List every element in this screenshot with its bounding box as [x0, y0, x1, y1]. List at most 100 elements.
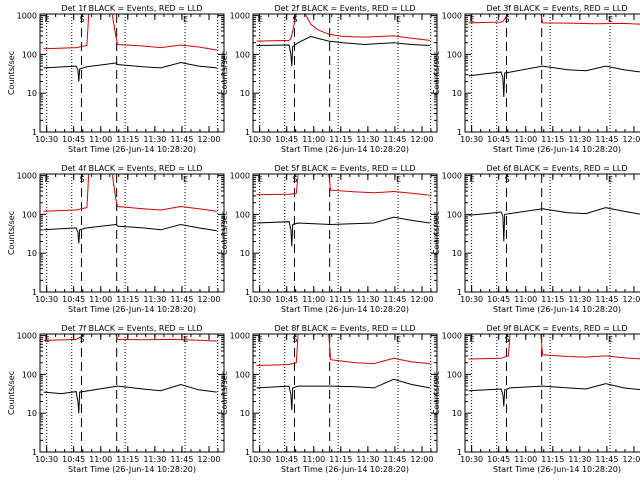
series-group — [468, 207, 640, 242]
marker-label: E — [183, 175, 188, 184]
x-tick-label: 10:45 — [275, 295, 298, 304]
y-tick-label: 1000 — [230, 12, 250, 21]
x-axis-label: Start Time (26-Jun-14 10:28:20) — [68, 145, 196, 154]
lld-series-line — [43, 14, 217, 51]
y-tick-label: 1000 — [17, 12, 37, 21]
y-tick-label: 10 — [452, 409, 462, 418]
x-tick-label: 12:00 — [410, 135, 433, 144]
x-tick-label: 10:30 — [460, 455, 483, 464]
x-tick-label: 12:00 — [197, 295, 220, 304]
series-group — [256, 174, 430, 247]
y-axis-label: Counts/sec — [7, 211, 16, 255]
panel-title: Det 7f BLACK = Events, RED = LLD — [61, 324, 202, 333]
y-tick-label: 100 — [447, 50, 462, 59]
panel-det-1: Det 1f BLACK = Events, RED = LLD E S E 1 10 10… — [7, 4, 225, 154]
y-tick-label: 1 — [457, 288, 462, 297]
x-tick-label: 10:30 — [35, 295, 58, 304]
marker-label: E — [396, 15, 401, 24]
marker-label: S — [292, 175, 297, 184]
marker-label: E — [45, 335, 50, 344]
x-axis-label: Start Time (26-Jun-14 10:28:20) — [281, 305, 409, 314]
x-axis-label: Start Time (26-Jun-14 10:28:20) — [493, 145, 621, 154]
marker-label: E — [608, 335, 613, 344]
x-tick-label: 11:45 — [595, 295, 618, 304]
series-group — [43, 174, 217, 244]
marker-label: S — [79, 335, 84, 344]
y-axis-label: Counts/sec — [220, 211, 229, 255]
y-tick-label: 100 — [447, 210, 462, 219]
y-tick-label: 100 — [22, 210, 37, 219]
events-series-line — [43, 61, 217, 82]
events-series-line — [468, 207, 640, 242]
y-axis-label: Counts/sec — [432, 51, 441, 95]
marker-label: E — [258, 15, 263, 24]
x-tick-label: 11:00 — [89, 455, 112, 464]
x-tick-label: 11:15 — [329, 455, 352, 464]
x-tick-label: 11:45 — [170, 455, 193, 464]
marker-label: S — [79, 175, 84, 184]
x-tick-label: 11:30 — [143, 295, 166, 304]
y-tick-label: 1 — [32, 288, 37, 297]
x-tick-label: 12:00 — [197, 455, 220, 464]
events-series-line — [43, 223, 217, 244]
y-tick-label: 100 — [235, 50, 250, 59]
x-tick-label: 10:45 — [275, 455, 298, 464]
plot-frame — [252, 13, 438, 133]
x-tick-label: 11:15 — [329, 295, 352, 304]
panel-det-6: Det 6f BLACK = Events, RED = LLD E S E 1 10 10… — [432, 164, 640, 314]
y-tick-label: 10 — [452, 249, 462, 258]
lld-series-line — [468, 14, 640, 25]
x-tick-label: 10:30 — [248, 135, 271, 144]
x-tick-label: 10:45 — [62, 135, 85, 144]
x-tick-label: 11:00 — [302, 135, 325, 144]
plot-frame — [39, 333, 225, 453]
x-tick-label: 11:45 — [595, 135, 618, 144]
x-tick-label: 11:00 — [89, 295, 112, 304]
plot-frame — [464, 333, 640, 453]
x-tick-label: 11:15 — [541, 455, 564, 464]
x-tick-label: 11:45 — [595, 455, 618, 464]
panel-title: Det 9f BLACK = Events, RED = LLD — [486, 324, 627, 333]
x-tick-label: 12:00 — [622, 455, 640, 464]
x-tick-label: 10:45 — [487, 295, 510, 304]
plot-frame — [39, 13, 225, 133]
events-series-line — [43, 383, 217, 414]
y-tick-label: 1 — [32, 128, 37, 137]
marker-label: S — [504, 175, 509, 184]
x-tick-label: 12:00 — [622, 295, 640, 304]
marker-label: S — [504, 15, 509, 24]
x-tick-label: 11:30 — [568, 295, 591, 304]
x-axis-label: Start Time (26-Jun-14 10:28:20) — [281, 465, 409, 474]
x-tick-label: 11:30 — [568, 455, 591, 464]
x-tick-label: 10:30 — [460, 135, 483, 144]
y-tick-label: 1000 — [442, 332, 462, 341]
x-tick-label: 11:30 — [143, 135, 166, 144]
x-tick-label: 11:00 — [514, 135, 537, 144]
lld-series-line — [256, 334, 430, 366]
y-tick-label: 1000 — [442, 172, 462, 181]
lld-series-line — [43, 334, 217, 342]
y-tick-label: 100 — [235, 210, 250, 219]
x-tick-label: 12:00 — [622, 135, 640, 144]
panel-title: Det 2f BLACK = Events, RED = LLD — [274, 4, 415, 13]
plot-frame — [464, 13, 640, 133]
marker-label: E — [45, 175, 50, 184]
x-tick-label: 11:45 — [383, 295, 406, 304]
y-tick-label: 1 — [457, 128, 462, 137]
x-tick-label: 11:00 — [89, 135, 112, 144]
x-tick-label: 11:15 — [116, 455, 139, 464]
x-tick-label: 11:45 — [383, 455, 406, 464]
x-tick-label: 12:00 — [197, 135, 220, 144]
panel-title: Det 1f BLACK = Events, RED = LLD — [61, 4, 202, 13]
panel-title: Det 3f BLACK = Events, RED = LLD — [486, 4, 627, 13]
x-tick-label: 11:30 — [568, 135, 591, 144]
x-tick-label: 10:45 — [487, 135, 510, 144]
y-tick-label: 100 — [22, 50, 37, 59]
marker-label: S — [504, 335, 509, 344]
x-tick-label: 11:30 — [356, 295, 379, 304]
events-series-line — [256, 35, 430, 67]
marker-label: E — [470, 335, 475, 344]
y-tick-label: 1 — [245, 128, 250, 137]
marker-label: E — [470, 15, 475, 24]
